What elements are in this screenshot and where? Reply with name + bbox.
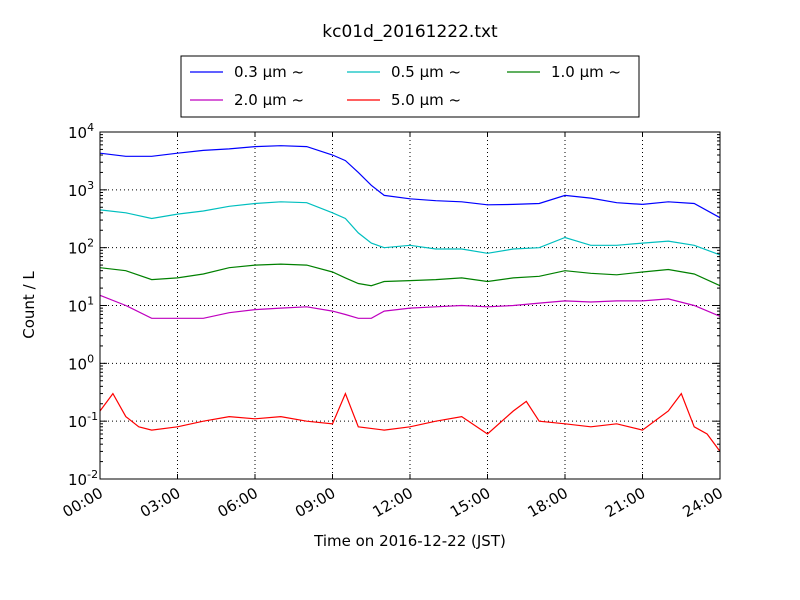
y-tick-base: 10 (68, 182, 87, 200)
series-lines (99, 145, 721, 452)
y-tick-label: 104 (68, 121, 94, 142)
x-tick-label: 18:00 (525, 484, 571, 521)
x-tick-label: 03:00 (137, 484, 183, 521)
legend-label: 2.0 μm ~ (234, 91, 304, 109)
series-line-3 (99, 294, 721, 319)
x-tick-label: 24:00 (680, 484, 726, 521)
y-tick-base: 10 (68, 240, 87, 258)
y-tick-exponent: -1 (87, 410, 98, 423)
y-tick-label: 10-1 (68, 410, 98, 431)
grid (100, 132, 720, 479)
legend-label: 1.0 μm ~ (551, 63, 621, 81)
x-tick-label: 15:00 (447, 484, 493, 521)
series-line-1 (99, 201, 721, 256)
y-tick-base: 10 (68, 124, 87, 142)
y-tick-label: 100 (68, 352, 94, 373)
legend: 0.3 μm ~ 0.5 μm ~ 1.0 μm ~ 2.0 μm ~ 5.0 μm ~ (180, 55, 640, 118)
legend-label: 0.3 μm ~ (234, 63, 304, 81)
y-tick-label: 10-2 (68, 468, 98, 489)
y-tick-base: 10 (68, 298, 87, 316)
legend-label: 5.0 μm ~ (391, 91, 461, 109)
legend-label: 0.5 μm ~ (391, 63, 461, 81)
x-tick-label: 06:00 (215, 484, 261, 521)
series-line-4 (99, 392, 721, 452)
y-tick-exponent: 1 (87, 295, 94, 308)
series-line-0 (99, 145, 721, 219)
legend-box (180, 55, 640, 118)
x-tick-label: 00:00 (60, 484, 106, 521)
y-tick-base: 10 (68, 471, 87, 489)
y-tick-exponent: 3 (87, 179, 94, 192)
y-tick-exponent: 0 (87, 352, 94, 365)
y-axis-label: Count / L (20, 271, 38, 339)
y-tick-label: 101 (68, 295, 94, 316)
series-line-2 (99, 263, 721, 287)
x-tick-label: 21:00 (602, 484, 648, 521)
y-tick-label: 103 (68, 179, 94, 200)
y-tick-exponent: 2 (87, 237, 94, 250)
y-tick-label: 102 (68, 237, 94, 258)
x-tick-label: 12:00 (370, 484, 416, 521)
y-tick-base: 10 (68, 355, 87, 373)
y-tick-exponent: -2 (87, 468, 98, 481)
y-tick-base: 10 (68, 413, 87, 431)
x-tick-label: 09:00 (292, 484, 338, 521)
chart-title: kc01d_20161222.txt (322, 22, 498, 42)
y-tick-exponent: 4 (87, 121, 94, 134)
x-axis-label: Time on 2016-12-22 (JST) (313, 532, 506, 550)
